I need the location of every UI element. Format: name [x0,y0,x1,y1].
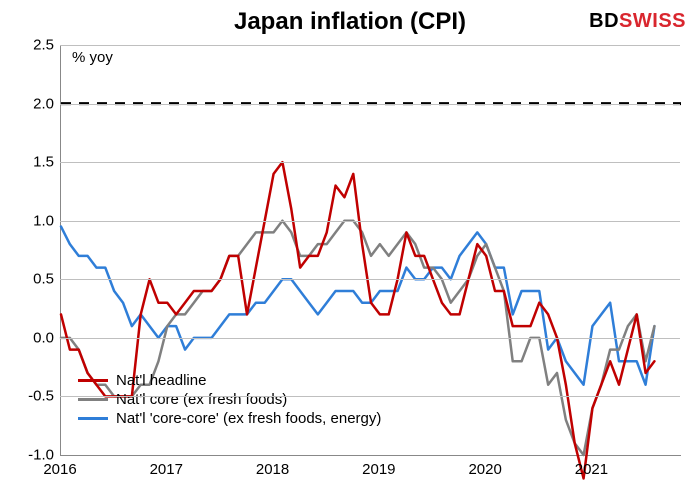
y-tick-label: 0.0 [10,329,54,346]
legend-row: Nat'l core (ex fresh foods) [78,391,381,408]
series-corecore [61,227,654,385]
logo-part2: SWISS [619,10,686,32]
legend-swatch [78,379,108,382]
series-headline [61,162,654,478]
grid-line [60,396,680,397]
x-tick-label: 2020 [468,461,501,478]
y-tick-label: 1.0 [10,212,54,229]
legend-label: Nat'l 'core-core' (ex fresh foods, energ… [116,410,381,427]
legend-swatch [78,417,108,420]
legend-row: Nat'l 'core-core' (ex fresh foods, energ… [78,410,381,427]
x-tick-label: 2016 [43,461,76,478]
chart-root: Japan inflation (CPI) BDSWISS % yoy -1.0… [0,0,700,500]
grid-line [60,279,680,280]
legend-label: Nat'l core (ex fresh foods) [116,391,287,408]
logo-part1: BD [589,10,619,32]
legend-swatch [78,398,108,401]
y-tick-label: 0.5 [10,271,54,288]
brand-logo: BDSWISS [589,10,686,33]
x-tick-label: 2018 [256,461,289,478]
legend: Nat'l headline Nat'l core (ex fresh foods… [78,372,381,429]
grid-line [60,104,680,105]
y-tick-label: 2.5 [10,37,54,54]
legend-row: Nat'l headline [78,372,381,389]
grid-line [60,45,680,46]
x-tick-label: 2019 [362,461,395,478]
y-tick-label: 2.0 [10,95,54,112]
legend-label: Nat'l headline [116,372,206,389]
grid-line [60,162,680,163]
y-tick-label: 1.5 [10,154,54,171]
x-tick-label: 2017 [150,461,183,478]
y-tick-label: -0.5 [10,388,54,405]
grid-line [60,338,680,339]
grid-line [60,221,680,222]
x-tick-label: 2021 [575,461,608,478]
